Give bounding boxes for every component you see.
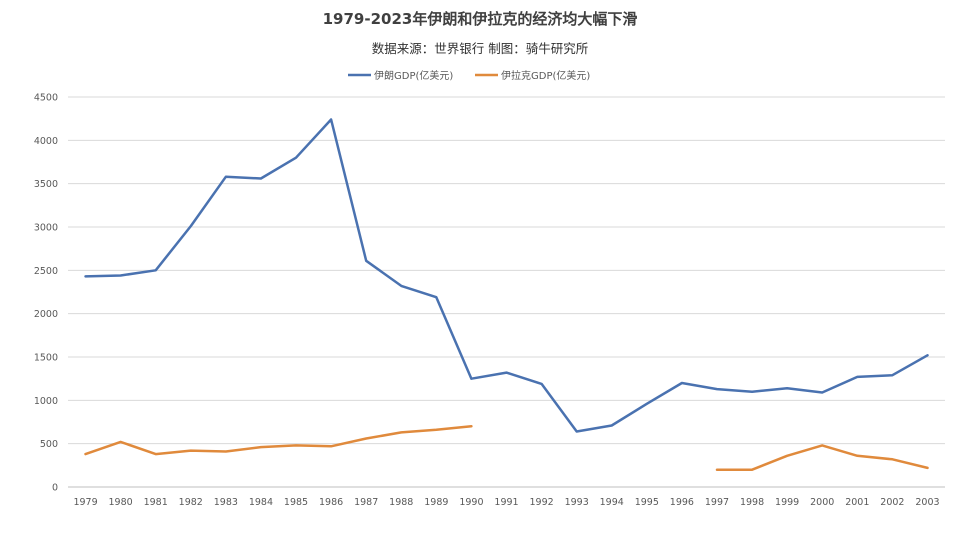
x-tick-label: 1986 xyxy=(319,497,343,508)
y-tick-label: 1000 xyxy=(34,396,58,407)
x-tick-label: 1995 xyxy=(635,497,659,508)
chart-title: 1979-2023年伊朗和伊拉克的经济均大幅下滑 xyxy=(323,10,638,28)
x-tick-label: 1983 xyxy=(214,497,238,508)
x-axis-ticks: 1979 1980 1981 1982 1983 1984 1985 1986 1987 1988… xyxy=(73,497,939,508)
x-tick-label: 1990 xyxy=(459,497,483,508)
y-tick-label: 3500 xyxy=(34,179,58,190)
legend-item-iraq: 伊拉克GDP(亿美元) xyxy=(475,69,590,82)
legend-label-iran: 伊朗GDP(亿美元) xyxy=(374,69,453,82)
y-tick-label: 3000 xyxy=(34,223,58,234)
x-tick-label: 1988 xyxy=(389,497,413,508)
gridlines xyxy=(68,96,945,488)
x-tick-label: 1999 xyxy=(775,497,799,508)
x-tick-label: 2003 xyxy=(915,497,939,508)
series-line-iraq xyxy=(84,425,473,456)
chart-subtitle: 数据来源：世界银行 制图：骑牛研究所 xyxy=(372,41,588,56)
x-tick-label: 1993 xyxy=(565,497,589,508)
legend-label-iraq: 伊拉克GDP(亿美元) xyxy=(501,69,590,82)
x-tick-label: 1996 xyxy=(670,497,694,508)
x-tick-label: 1997 xyxy=(705,497,729,508)
legend: 伊朗GDP(亿美元) 伊拉克GDP(亿美元) xyxy=(348,69,590,82)
y-tick-label: 0 xyxy=(52,483,58,494)
x-tick-label: 1979 xyxy=(73,497,97,508)
x-tick-label: 1994 xyxy=(600,497,624,508)
x-tick-label: 2002 xyxy=(880,497,904,508)
series-line-iran xyxy=(84,118,929,433)
x-tick-label: 1992 xyxy=(529,497,553,508)
x-tick-label: 1998 xyxy=(740,497,764,508)
y-axis-ticks: 0 500 1000 1500 2000 2500 3000 3500 4000 4500 xyxy=(34,93,58,494)
x-tick-label: 1987 xyxy=(354,497,378,508)
x-tick-label: 1984 xyxy=(249,497,273,508)
legend-item-iran: 伊朗GDP(亿美元) xyxy=(348,69,453,82)
y-tick-label: 2000 xyxy=(34,309,58,320)
series-line-iraq xyxy=(715,444,929,471)
x-tick-label: 2000 xyxy=(810,497,834,508)
x-tick-label: 1991 xyxy=(494,497,518,508)
x-tick-label: 1981 xyxy=(144,497,168,508)
x-tick-label: 1985 xyxy=(284,497,308,508)
x-tick-label: 1980 xyxy=(109,497,133,508)
y-tick-label: 4500 xyxy=(34,93,58,104)
x-tick-label: 2001 xyxy=(845,497,869,508)
series-lines xyxy=(84,118,929,471)
y-tick-label: 1500 xyxy=(34,353,58,364)
x-tick-label: 1989 xyxy=(424,497,448,508)
y-tick-label: 4000 xyxy=(34,136,58,147)
x-tick-label: 1982 xyxy=(179,497,203,508)
y-tick-label: 500 xyxy=(40,439,58,450)
y-tick-label: 2500 xyxy=(34,266,58,277)
